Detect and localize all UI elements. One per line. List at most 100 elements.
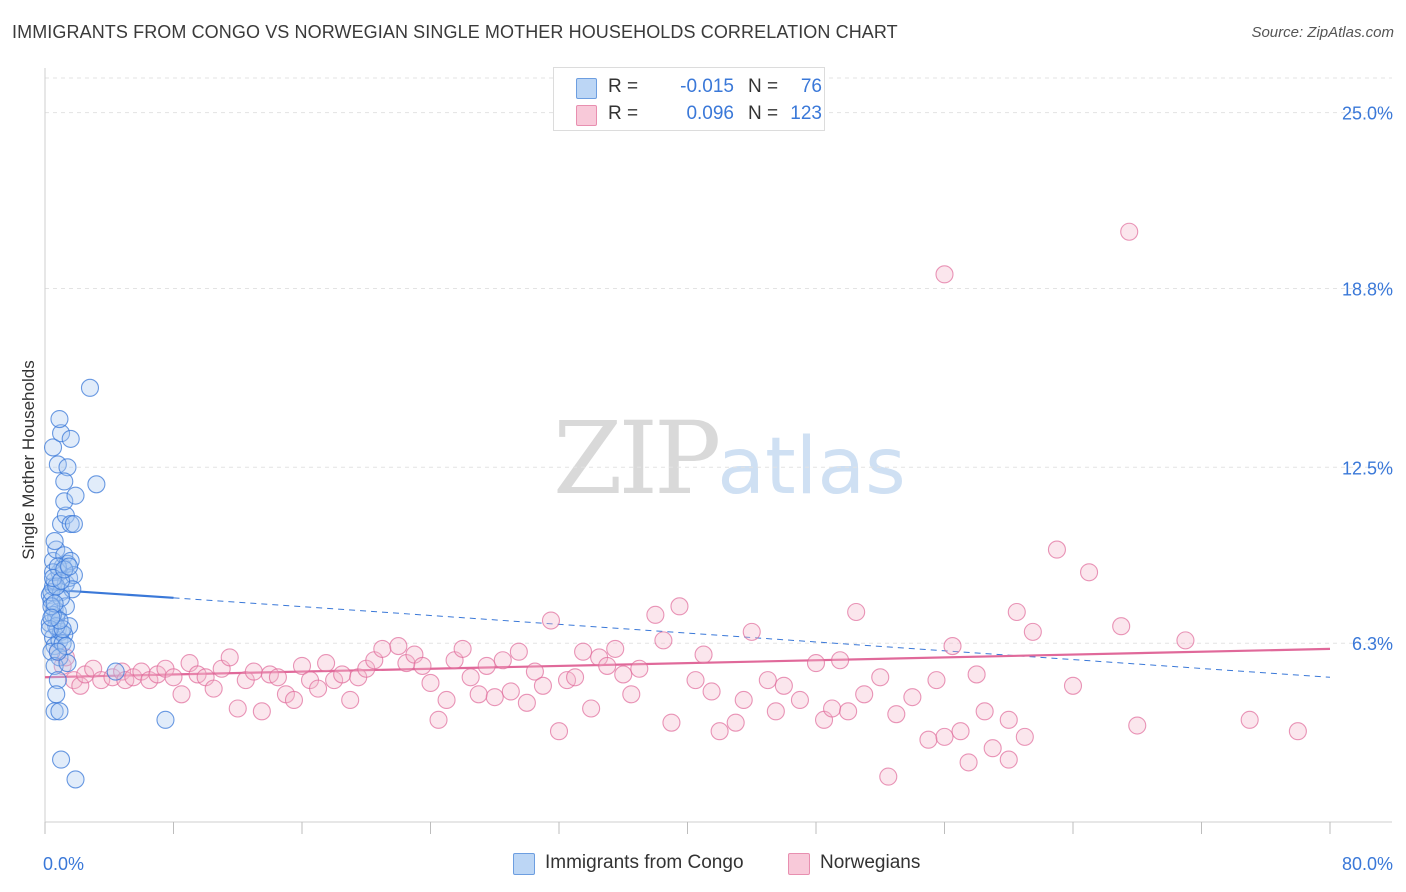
norwegians-point	[485, 688, 504, 707]
norwegians-point	[758, 671, 777, 690]
norwegians-point	[533, 676, 552, 695]
norwegians-point	[702, 682, 721, 701]
legend-swatch-pink	[576, 105, 597, 126]
norwegians-point	[999, 710, 1018, 729]
norwegians-points	[48, 222, 1307, 786]
congo-point	[53, 634, 72, 653]
norwegians-point	[935, 727, 954, 746]
norwegians-point	[1080, 563, 1099, 582]
stats-legend: R = -0.015 N = 76 R = 0.096 N = 123	[553, 67, 825, 131]
congo-point	[50, 702, 69, 721]
norwegians-point	[774, 676, 793, 695]
norwegians-point	[879, 767, 898, 786]
watermark-zip: ZIP	[553, 400, 721, 517]
norwegians-point	[742, 622, 761, 641]
norwegians-point	[1063, 676, 1083, 695]
norwegians-point	[646, 605, 665, 624]
norwegians-point	[333, 665, 352, 684]
legend-r-value: 0.096	[686, 103, 734, 124]
congo-point	[55, 472, 74, 491]
series-legend: Immigrants from Congo Norwegians	[0, 852, 1406, 876]
congo-point	[45, 702, 64, 721]
norwegians-point	[726, 713, 745, 732]
norwegians-point	[823, 699, 842, 718]
norwegians-point	[582, 699, 601, 718]
y-tick-label: 12.5%	[1342, 458, 1393, 478]
norwegians-point	[606, 639, 625, 658]
norwegians-point	[541, 611, 561, 630]
norwegians-point	[509, 642, 528, 661]
congo-point	[60, 557, 79, 576]
congo-point	[48, 671, 67, 690]
norwegians-point	[341, 690, 360, 710]
congo-point	[43, 438, 63, 457]
norwegians-point	[549, 722, 569, 741]
norwegians-point	[662, 713, 681, 732]
legend-swatch-blue	[576, 78, 597, 99]
norwegians-point	[501, 682, 520, 701]
norwegians-point	[734, 690, 753, 710]
congo-point	[52, 571, 71, 590]
norwegians-point	[71, 676, 90, 695]
norwegians-point	[887, 705, 906, 724]
norwegians-point	[437, 690, 456, 710]
norwegians-point	[574, 642, 593, 661]
congo-point	[87, 475, 106, 494]
norwegians-trend-line	[44, 647, 1331, 679]
norwegians-point	[1176, 631, 1195, 650]
norwegians-point	[477, 656, 496, 675]
norwegians-point	[670, 597, 689, 616]
congo-point	[66, 770, 85, 789]
norwegians-point	[252, 702, 271, 721]
congo-point	[50, 409, 69, 429]
congo-point	[106, 662, 125, 681]
norwegians-point	[686, 671, 705, 690]
norwegians-point	[943, 637, 962, 656]
gridlines	[45, 77, 1392, 644]
norwegians-point	[1128, 716, 1147, 735]
norwegians-point	[999, 750, 1018, 769]
norwegians-point	[525, 662, 544, 681]
norwegians-point	[654, 631, 673, 650]
congo-point	[52, 424, 71, 443]
norwegians-point	[598, 656, 617, 675]
legend-n-label: N =	[748, 103, 779, 124]
norwegians-point	[413, 656, 432, 675]
norwegians-point	[967, 665, 986, 684]
norwegians-point	[710, 722, 729, 741]
x-tick-label: 0.0%	[43, 854, 84, 874]
axis-labels: 6.3% 12.5% 18.8% 25.0% 0.0% 80.0% Single Mothe…	[19, 104, 1393, 874]
norwegians-point	[317, 654, 336, 673]
norwegians-point	[919, 730, 938, 749]
norwegians-point	[1240, 710, 1259, 729]
legend-swatch-blue	[513, 853, 535, 875]
congo-point	[42, 608, 61, 627]
axes	[44, 68, 1392, 834]
norwegians-point	[228, 699, 247, 718]
norwegians-point	[951, 722, 970, 741]
congo-point	[61, 429, 80, 448]
norwegians-point	[1023, 622, 1042, 641]
norwegians-point	[871, 668, 890, 687]
norwegians-point	[839, 702, 858, 721]
norwegians-point	[614, 665, 633, 684]
norwegians-point	[983, 739, 1002, 758]
norwegians-point	[855, 685, 874, 704]
norwegians-point	[429, 710, 448, 729]
norwegians-point	[309, 679, 328, 698]
norwegians-point	[172, 685, 191, 704]
legend-n-value: 76	[800, 76, 822, 97]
norwegians-point	[92, 671, 111, 690]
norwegians-point	[204, 679, 223, 698]
norwegians-point	[1288, 722, 1307, 741]
x-tick-label: 80.0%	[1342, 854, 1393, 874]
congo-point	[55, 560, 74, 579]
norwegians-point	[975, 702, 994, 721]
norwegians-point	[694, 645, 713, 664]
congo-point	[47, 685, 66, 704]
norwegians-point	[453, 639, 472, 658]
norwegians-point	[268, 668, 287, 687]
congo-point	[58, 458, 77, 477]
legend-r-label: R =	[608, 76, 639, 97]
